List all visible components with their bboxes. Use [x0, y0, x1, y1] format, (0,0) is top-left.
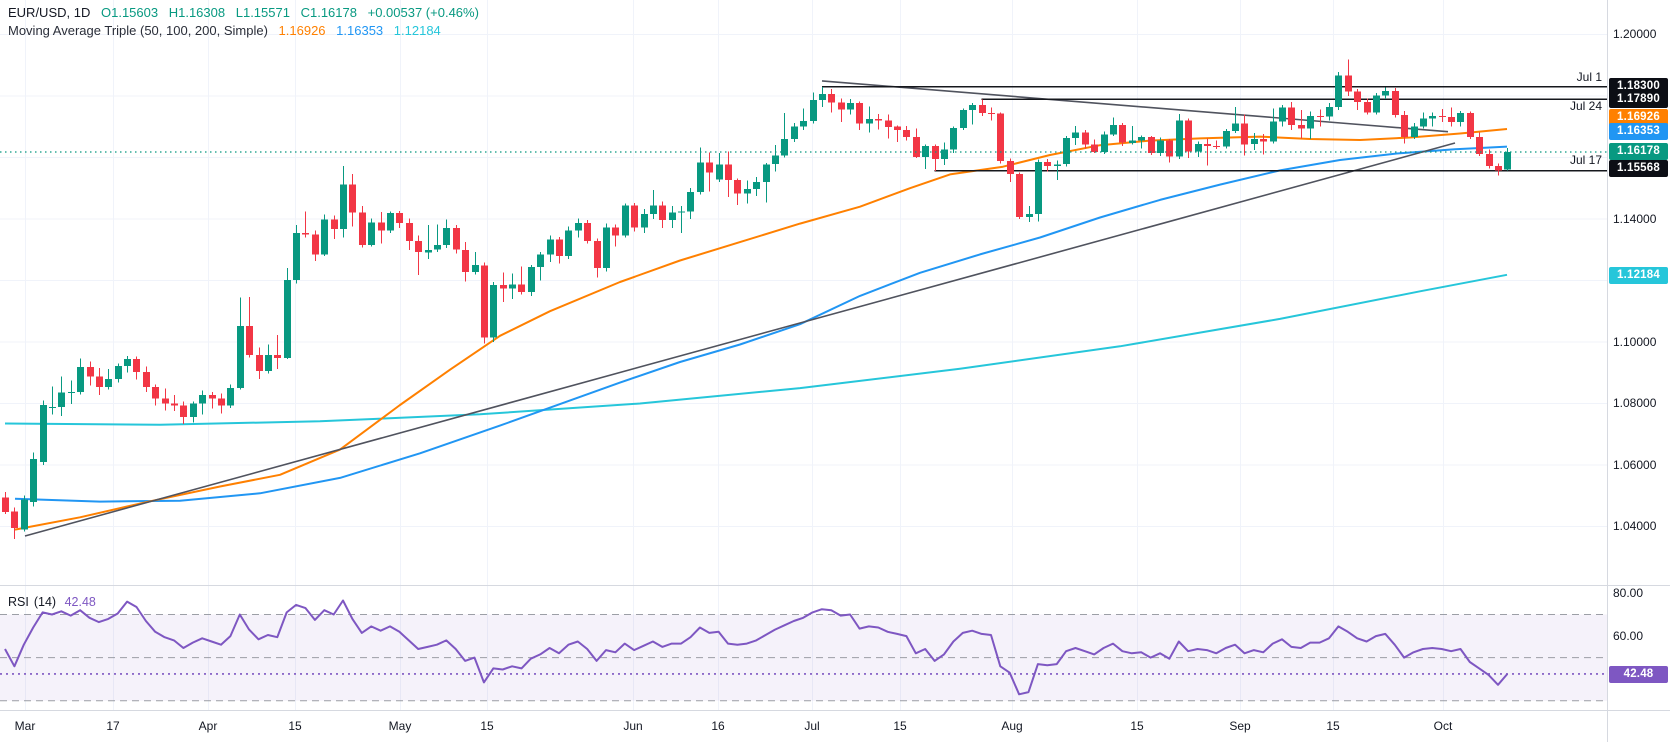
price-axis-label: 1.10000 — [1613, 335, 1657, 349]
time-axis-label: 15 — [1326, 719, 1340, 733]
time-axis-label: 15 — [480, 719, 494, 733]
level-date-label: Jul 17 — [1569, 153, 1602, 167]
price-axis-label: 1.08000 — [1613, 396, 1657, 410]
symbol-title[interactable]: EUR/USD, 1D — [8, 5, 91, 20]
ascending-trendline[interactable] — [24, 142, 1456, 537]
price-axis-badge: 1.17890 — [1609, 90, 1668, 108]
time-axis-label: 17 — [106, 719, 120, 733]
rsi-period: (14) — [33, 595, 57, 609]
time-axis-label: Apr — [198, 719, 218, 733]
time-axis-label: Oct — [1433, 719, 1453, 733]
time-axis-label: Mar — [14, 719, 36, 733]
price-change: +0.00537 (+0.46%) — [367, 5, 479, 20]
ma100-value: 1.16353 — [336, 23, 384, 38]
ma50-value: 1.16926 — [278, 23, 326, 38]
price-axis-label: 1.14000 — [1613, 212, 1657, 226]
time-axis-label: May — [388, 719, 412, 733]
price-axis-badge: 1.18300 — [1609, 77, 1668, 95]
rsi-indicator-legend[interactable]: RSI (14) 42.48 — [8, 595, 101, 609]
rsi-indicator-title[interactable]: RSI — [8, 595, 29, 609]
price-axis-badge: 1.16353 — [1609, 122, 1668, 140]
ma100-line — [14, 145, 1508, 503]
price-axis-badge: 42.48 — [1609, 665, 1668, 683]
time-axis-label: Jun — [623, 719, 643, 733]
time-axis-label: Sep — [1229, 719, 1251, 733]
ohlc-low: L1.15571 — [235, 5, 290, 20]
price-axis-label: 1.20000 — [1613, 27, 1657, 41]
price-axis-badge: 1.16926 — [1609, 108, 1668, 126]
level-date-label: Jul 1 — [1576, 70, 1602, 84]
ma200-line — [4, 273, 1508, 426]
ohlc-high: H1.16308 — [168, 5, 226, 20]
rsi-axis-label: 60.00 — [1613, 629, 1644, 643]
time-axis-label: Jul — [804, 719, 820, 733]
time-axis-label: 15 — [288, 719, 302, 733]
price-axis-badge: 1.15568 — [1609, 159, 1668, 177]
ohlc-close: C1.16178 — [300, 5, 357, 20]
ma50-line — [14, 128, 1508, 531]
price-axis-label: 1.06000 — [1613, 458, 1657, 472]
rsi-value: 42.48 — [64, 595, 96, 609]
level-date-label: Jul 24 — [1569, 99, 1602, 113]
candles — [2, 59, 1511, 539]
rsi-axis-label: 80.00 — [1613, 586, 1644, 600]
ma200-value: 1.12184 — [393, 23, 441, 38]
price-axis-badge: 1.16178 — [1609, 142, 1668, 160]
ma-indicator-title[interactable]: Moving Average Triple (50, 100, 200, Sim… — [8, 23, 268, 38]
ma-indicator-legend[interactable]: Moving Average Triple (50, 100, 200, Sim… — [8, 23, 448, 38]
symbol-legend[interactable]: EUR/USD, 1D O1.15603 H1.16308 L1.15571 C… — [8, 5, 486, 20]
rsi-line — [4, 599, 1509, 696]
time-axis-label: 15 — [893, 719, 907, 733]
time-axis-label: Aug — [1001, 719, 1023, 733]
ohlc-open: O1.15603 — [100, 5, 159, 20]
price-axis-badge: 1.12184 — [1609, 266, 1668, 284]
grid-lines — [0, 0, 1607, 711]
time-axis-label: 16 — [711, 719, 725, 733]
price-axis-label: 1.04000 — [1613, 519, 1657, 533]
descending-trendline[interactable] — [821, 80, 1449, 133]
time-axis-label: 15 — [1130, 719, 1144, 733]
